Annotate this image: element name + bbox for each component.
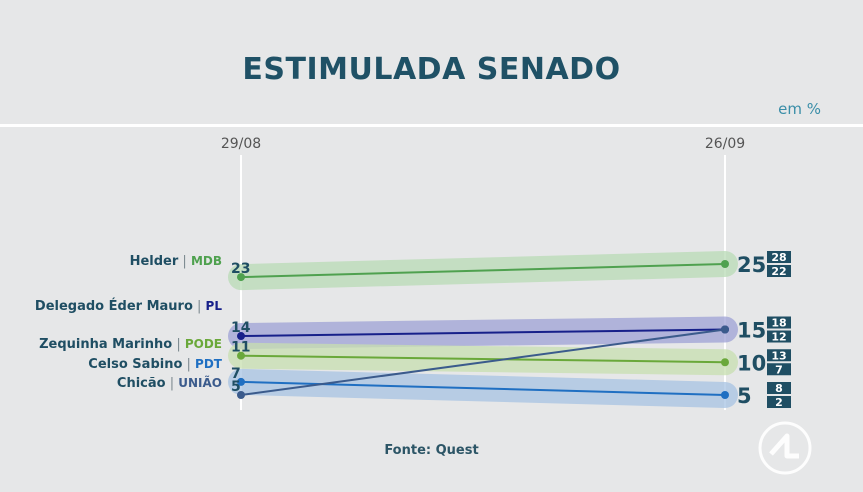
margin-box [767, 316, 791, 329]
margin-value: 7 [775, 363, 783, 376]
x-tick-label: 29/08 [221, 136, 261, 152]
data-point [237, 273, 245, 282]
margin-box [767, 363, 791, 376]
margin-box [767, 382, 791, 394]
margin-box [767, 349, 791, 362]
end-value-label: 10 [737, 351, 766, 375]
end-value-label: 25 [737, 253, 766, 277]
margin-value: 2 [775, 396, 783, 409]
margin-box [767, 330, 791, 343]
data-point [721, 260, 729, 268]
data-point [721, 325, 729, 334]
data-point [721, 391, 729, 399]
series-line [240, 328, 726, 338]
margin-box [767, 265, 791, 277]
candidate-label: Delegado Éder Mauro | PL [35, 298, 222, 314]
data-point [237, 377, 245, 386]
series-line [240, 263, 726, 279]
margin-value: 12 [771, 331, 786, 344]
margin-value: 18 [771, 317, 786, 330]
x-tick-label: 26/09 [705, 136, 745, 152]
candidate-label: Celso Sabino | PDT [88, 357, 223, 372]
data-point [237, 332, 245, 341]
end-value-label: 15 [737, 319, 766, 343]
margin-value: 8 [775, 382, 783, 395]
start-value-label: 7 [231, 366, 241, 382]
unit-label: em % [778, 100, 821, 118]
broadcaster-logo-icon [758, 421, 812, 475]
margin-value: 28 [771, 251, 786, 264]
start-value-label: 11 [231, 340, 250, 356]
margin-box [767, 396, 791, 408]
data-point [237, 351, 245, 360]
candidate-label: Zequinha Marinho | PODE [39, 337, 222, 352]
series-line [240, 354, 726, 364]
candidate-label: Helder | MDB [130, 254, 222, 269]
margin-box [767, 251, 791, 263]
source-label: Fonte: Quest [384, 443, 479, 458]
start-value-label: 23 [231, 261, 250, 277]
start-value-label: 5 [231, 379, 241, 395]
start-value-label: 14 [231, 320, 251, 336]
margin-value: 22 [771, 265, 786, 278]
series-line [240, 328, 726, 396]
data-point [237, 391, 245, 399]
chart-title: ESTIMULADA SENADO [242, 52, 621, 87]
end-value-label: 5 [737, 384, 752, 408]
header-divider [0, 124, 863, 127]
margin-value: 13 [771, 349, 786, 362]
candidate-label: Chicão | UNIÃO [117, 375, 222, 391]
data-point [721, 358, 729, 367]
